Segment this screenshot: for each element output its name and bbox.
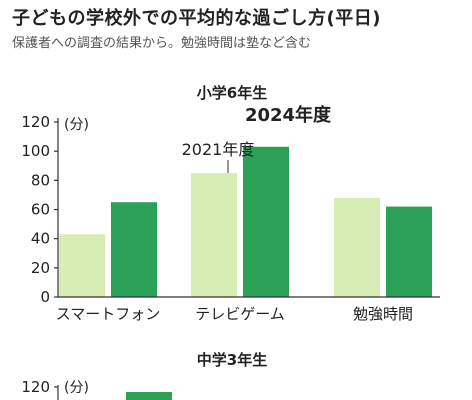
y-tick-label: 0 <box>40 288 50 306</box>
y-tick-label: 20 <box>31 259 50 277</box>
page-title: 子どもの学校外での平均的な過ごし方(平日) <box>12 8 381 29</box>
y-unit-label: (分) <box>64 117 89 133</box>
panel-title-junior-high: 中学3年生 <box>197 351 267 369</box>
category-label: スマートフォン <box>56 305 161 323</box>
category-label: テレビゲーム <box>195 305 285 323</box>
legend-2024: 2024年度 <box>245 104 332 126</box>
bar-2024-0 <box>111 202 157 297</box>
p2-y-unit-label: (分) <box>64 380 89 396</box>
y-tick-label: 60 <box>31 201 50 219</box>
page-subtitle: 保護者への調査の結果から。勉強時間は塾など含む <box>12 36 312 51</box>
panel-title-elementary: 小学6年生 <box>197 84 267 102</box>
y-tick-label: 80 <box>31 171 50 189</box>
bar-2021-0 <box>59 234 105 297</box>
legend-2021: 2021年度 <box>182 140 255 159</box>
y-tick-label: 120 <box>21 113 50 131</box>
p2-bar-2024-0 <box>126 392 172 400</box>
category-label: 勉強時間 <box>353 305 413 323</box>
bar-2021-2 <box>334 197 380 297</box>
y-tick-label: 40 <box>31 230 50 248</box>
bar-2021-1 <box>191 173 237 297</box>
y-tick-label: 100 <box>21 142 50 160</box>
bar-2024-2 <box>386 206 432 297</box>
p2-y-tick-120: 120 <box>21 378 50 396</box>
bar-2024-1 <box>243 146 289 297</box>
